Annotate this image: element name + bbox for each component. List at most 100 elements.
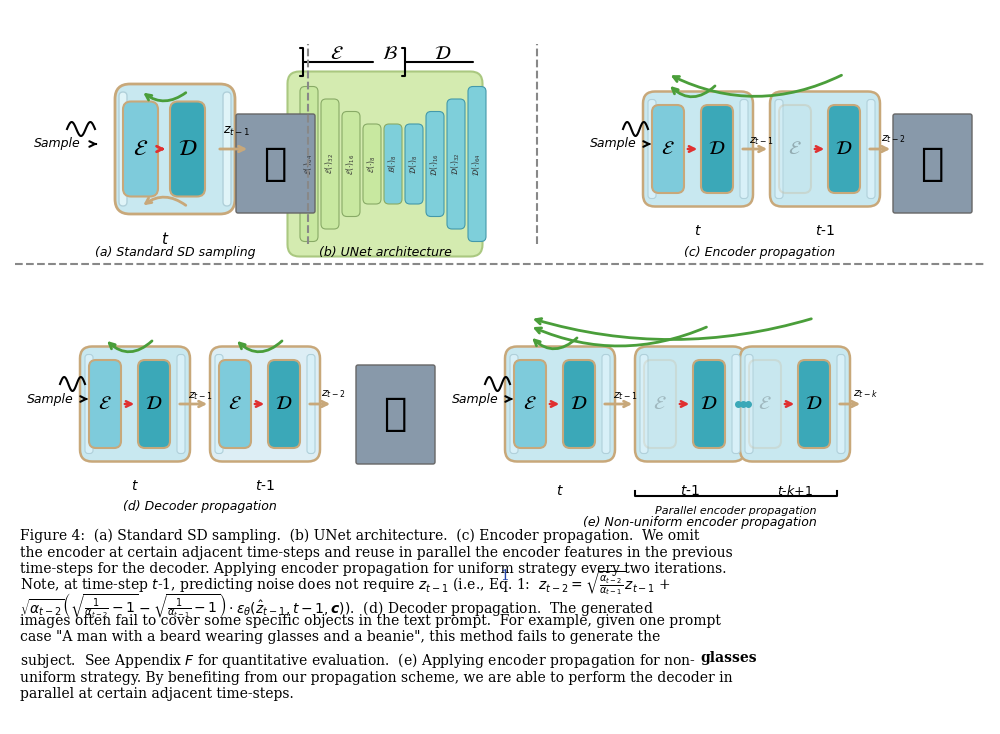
Text: (d) Decoder propagation: (d) Decoder propagation xyxy=(123,500,277,513)
Text: $\mathcal{D}$: $\mathcal{D}$ xyxy=(835,140,853,158)
FancyBboxPatch shape xyxy=(177,355,185,454)
FancyBboxPatch shape xyxy=(468,87,486,241)
Text: images often fail to cover some specific objects in the text prompt.  For exampl: images often fail to cover some specific… xyxy=(20,614,721,644)
Text: $\mathcal{D}$: $\mathcal{D}$ xyxy=(805,395,823,413)
Text: $z_{t-1}$: $z_{t-1}$ xyxy=(188,390,212,402)
FancyBboxPatch shape xyxy=(384,124,402,204)
Text: $t\text{-}1$: $t\text{-}1$ xyxy=(255,479,275,493)
FancyBboxPatch shape xyxy=(288,71,482,256)
Text: Sample: Sample xyxy=(590,137,636,150)
Text: uniform strategy. By benefiting from our propagation scheme, we are able to perf: uniform strategy. By benefiting from our… xyxy=(20,671,733,701)
Text: $\mathcal{D}$: $\mathcal{D}$ xyxy=(700,395,718,413)
FancyBboxPatch shape xyxy=(602,355,610,454)
Text: $\mathcal{E}(\cdot)_{64}$: $\mathcal{E}(\cdot)_{64}$ xyxy=(303,153,315,175)
Text: $\mathcal{E}$: $\mathcal{E}$ xyxy=(133,138,149,160)
Text: $z_{t-1}$: $z_{t-1}$ xyxy=(749,135,774,147)
FancyBboxPatch shape xyxy=(210,346,320,462)
FancyBboxPatch shape xyxy=(268,360,300,448)
Text: $t$: $t$ xyxy=(161,231,169,247)
FancyBboxPatch shape xyxy=(775,100,783,198)
Text: $\mathcal{D}(\cdot)_{8}$: $\mathcal{D}(\cdot)_{8}$ xyxy=(408,154,420,174)
FancyBboxPatch shape xyxy=(215,355,223,454)
FancyBboxPatch shape xyxy=(447,99,465,229)
Text: $\mathcal{B}(\cdot)_{8}$: $\mathcal{B}(\cdot)_{8}$ xyxy=(387,154,399,173)
FancyBboxPatch shape xyxy=(779,105,811,193)
Text: $\mathcal{E}$: $\mathcal{E}$ xyxy=(661,140,675,158)
Text: subject.  See Appendix $\mathit{F}$ for quantitative evaluation.  (e) Applying e: subject. See Appendix $\mathit{F}$ for q… xyxy=(20,651,696,670)
Text: $t$: $t$ xyxy=(131,479,139,493)
Text: $\mathcal{D}(\cdot)_{32}$: $\mathcal{D}(\cdot)_{32}$ xyxy=(450,153,462,175)
Text: $\mathcal{E}$: $\mathcal{E}$ xyxy=(758,395,772,413)
FancyBboxPatch shape xyxy=(510,355,518,454)
FancyBboxPatch shape xyxy=(701,105,733,193)
Text: $\mathcal{D}$: $\mathcal{D}$ xyxy=(178,138,198,160)
FancyBboxPatch shape xyxy=(170,101,205,197)
Text: $\mathcal{E}(\cdot)_{16}$: $\mathcal{E}(\cdot)_{16}$ xyxy=(345,153,357,175)
Text: Figure 4:  (a) Standard SD sampling.  (b) UNet architecture.  (c) Encoder propag: Figure 4: (a) Standard SD sampling. (b) … xyxy=(20,529,733,592)
Text: 👤: 👤 xyxy=(920,145,944,183)
Text: $\mathcal{B}$: $\mathcal{B}$ xyxy=(382,45,398,63)
Text: $\mathcal{D}$: $\mathcal{D}$ xyxy=(434,45,452,63)
Text: Sample: Sample xyxy=(34,137,80,150)
Text: $\mathcal{E}$: $\mathcal{E}$ xyxy=(228,395,242,413)
FancyBboxPatch shape xyxy=(648,100,656,198)
Text: $\mathcal{D}$: $\mathcal{D}$ xyxy=(145,395,163,413)
FancyBboxPatch shape xyxy=(644,360,676,448)
FancyBboxPatch shape xyxy=(342,112,360,217)
FancyBboxPatch shape xyxy=(514,360,546,448)
FancyBboxPatch shape xyxy=(505,346,615,462)
FancyBboxPatch shape xyxy=(749,360,781,448)
Text: $\mathcal{E}$: $\mathcal{E}$ xyxy=(653,395,667,413)
Text: $z_{t-1}$: $z_{t-1}$ xyxy=(613,390,637,402)
Text: glasses: glasses xyxy=(700,651,757,665)
FancyBboxPatch shape xyxy=(356,365,435,464)
FancyBboxPatch shape xyxy=(80,346,190,462)
FancyBboxPatch shape xyxy=(740,346,850,462)
FancyBboxPatch shape xyxy=(236,114,315,213)
FancyBboxPatch shape xyxy=(640,355,648,454)
FancyBboxPatch shape xyxy=(563,360,595,448)
FancyBboxPatch shape xyxy=(635,346,745,462)
FancyBboxPatch shape xyxy=(300,87,318,241)
FancyBboxPatch shape xyxy=(115,84,235,214)
FancyBboxPatch shape xyxy=(893,114,972,213)
Text: $\mathcal{D}$: $\mathcal{D}$ xyxy=(275,395,293,413)
Text: $\mathcal{D}(\cdot)_{64}$: $\mathcal{D}(\cdot)_{64}$ xyxy=(471,153,483,175)
Text: Note, at time-step $t$-1, predicting noise does not require $z_{t-1}$ (i.e., Eq.: Note, at time-step $t$-1, predicting noi… xyxy=(20,569,671,597)
Text: $\mathcal{D}$: $\mathcal{D}$ xyxy=(570,395,588,413)
FancyBboxPatch shape xyxy=(321,99,339,229)
FancyBboxPatch shape xyxy=(643,92,753,206)
FancyBboxPatch shape xyxy=(405,124,423,204)
FancyBboxPatch shape xyxy=(837,355,845,454)
FancyBboxPatch shape xyxy=(219,360,251,448)
FancyBboxPatch shape xyxy=(307,355,315,454)
Text: $t$: $t$ xyxy=(694,224,702,238)
Text: $\mathcal{E}$: $\mathcal{E}$ xyxy=(523,395,537,413)
Text: 👤: 👤 xyxy=(263,145,287,183)
Text: $\mathcal{E}$: $\mathcal{E}$ xyxy=(788,140,802,158)
Text: $t\text{-}1$: $t\text{-}1$ xyxy=(815,224,835,238)
Text: $z_{t-1}$: $z_{t-1}$ xyxy=(223,125,250,137)
FancyBboxPatch shape xyxy=(426,112,444,217)
Text: $t\text{-}k\text{+}1$: $t\text{-}k\text{+}1$ xyxy=(777,484,813,498)
FancyBboxPatch shape xyxy=(732,355,740,454)
FancyBboxPatch shape xyxy=(363,124,381,204)
Text: $\mathcal{E}(\cdot)_{32}$: $\mathcal{E}(\cdot)_{32}$ xyxy=(324,153,336,175)
Text: $\mathcal{E}$: $\mathcal{E}$ xyxy=(330,45,344,63)
Text: 1: 1 xyxy=(500,569,509,583)
Text: $\mathcal{D}(\cdot)_{16}$: $\mathcal{D}(\cdot)_{16}$ xyxy=(429,153,441,175)
FancyBboxPatch shape xyxy=(798,360,830,448)
Text: $t\text{-}1$: $t\text{-}1$ xyxy=(680,484,700,498)
Text: (b) UNet architecture: (b) UNet architecture xyxy=(319,246,451,259)
Text: (c) Encoder propagation: (c) Encoder propagation xyxy=(684,246,836,259)
FancyBboxPatch shape xyxy=(138,360,170,448)
Text: Sample: Sample xyxy=(27,393,73,405)
Text: (e) Non-uniform encoder propagation: (e) Non-uniform encoder propagation xyxy=(583,516,817,529)
FancyBboxPatch shape xyxy=(770,92,880,206)
Text: Sample: Sample xyxy=(452,393,498,405)
FancyBboxPatch shape xyxy=(693,360,725,448)
Text: $t$: $t$ xyxy=(556,484,564,498)
Text: $z_{t-2}$: $z_{t-2}$ xyxy=(881,133,906,145)
Text: 👤: 👤 xyxy=(383,395,407,433)
Text: $\mathcal{E}$: $\mathcal{E}$ xyxy=(98,395,112,413)
